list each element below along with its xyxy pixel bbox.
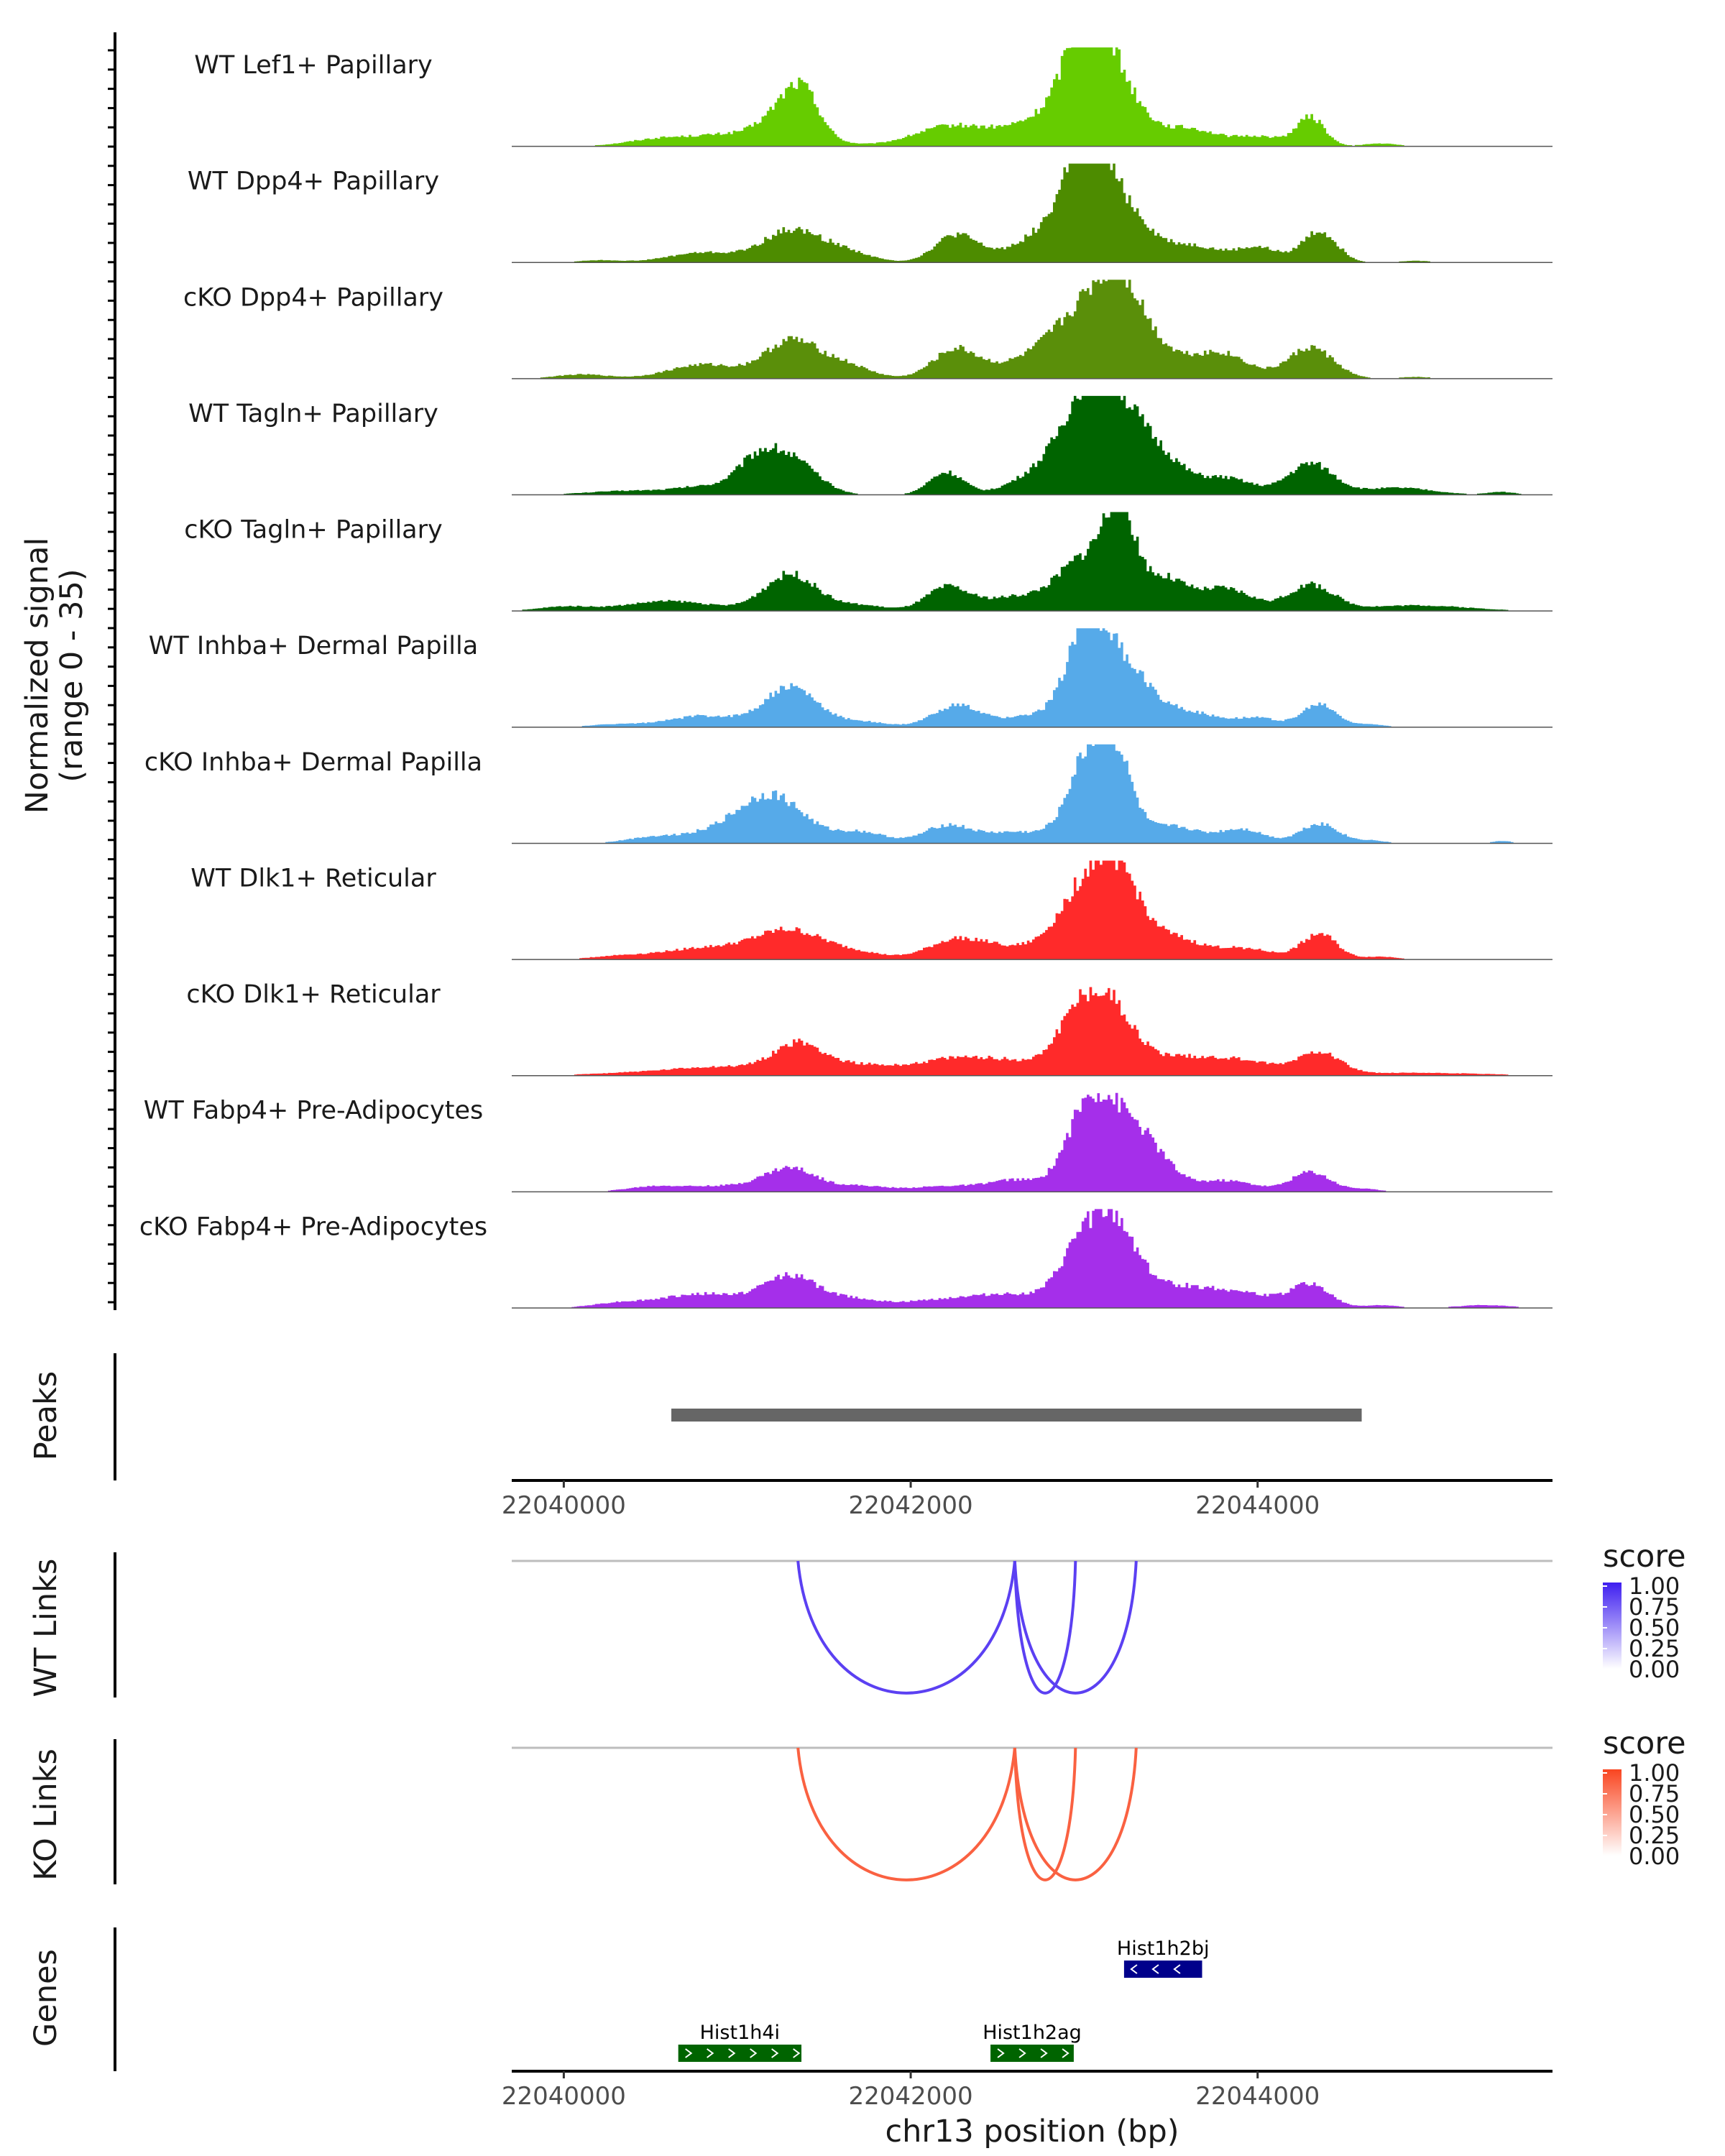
gene-strand-arrow — [771, 2048, 779, 2058]
gene-strand-arrow — [1151, 1964, 1159, 1974]
coverage-area — [512, 395, 1552, 495]
coverage-area — [512, 1209, 1552, 1308]
gene-strand-arrow — [707, 2048, 714, 2058]
middle-x-tick-label: 22040000 — [502, 1491, 626, 1520]
coverage-track-6: cKO Inhba+ Dermal Papilla — [144, 744, 1552, 844]
legend-tick-label: 1.00 — [1629, 1572, 1680, 1600]
gene-strand-arrow — [1130, 1964, 1138, 1974]
legend-colorbar — [1603, 1769, 1622, 1856]
wt-links-track — [512, 1560, 1552, 1695]
coverage-track-8: cKO Dlk1+ Reticular — [186, 980, 1552, 1077]
link-arc — [1013, 1747, 1138, 1881]
coverage-track-label: cKO Inhba+ Dermal Papilla — [144, 748, 482, 777]
bottom-x-tick-label: 22044000 — [1195, 2082, 1320, 2111]
legend-tick-label: 0.50 — [1629, 1801, 1680, 1828]
middle-x-tick-label: 22044000 — [1195, 1491, 1320, 1520]
legend-tick-label: 0.75 — [1629, 1780, 1680, 1807]
legend-tick-label: 0.00 — [1629, 1843, 1680, 1870]
coverage-area — [512, 280, 1552, 379]
legend-tick-label: 0.25 — [1629, 1635, 1680, 1662]
bottom-x-tick-label: 22040000 — [502, 2082, 626, 2111]
middle-x-ticks: 22040000 22042000 22044000 — [502, 1480, 1320, 1520]
coverage-track-10: cKO Fabp4+ Pre-Adipocytes — [139, 1209, 1552, 1309]
gene-label: Hist1h2ag — [983, 2022, 1082, 2044]
coverage-track-label: WT Lef1+ Papillary — [194, 51, 433, 80]
genes-track: Hist1h2bj Hist1h4i Hist1h2ag — [678, 1938, 1210, 2062]
coverage-track-5: WT Inhba+ Dermal Papilla — [149, 628, 1552, 728]
link-arc — [1013, 1560, 1138, 1695]
coverage-track-3: WT Tagln+ Papillary — [188, 395, 1552, 496]
legend-tick-label: 1.00 — [1629, 1759, 1680, 1787]
gene-label: Hist1h2bj — [1117, 1938, 1210, 1960]
coverage-area — [512, 860, 1552, 960]
gene-strand-arrow — [750, 2048, 758, 2058]
gene-strand-arrow — [997, 2048, 1005, 2058]
coverage-track-label: WT Tagln+ Papillary — [188, 400, 438, 428]
legend-tick-label: 0.75 — [1629, 1593, 1680, 1621]
gene-strand-arrow — [793, 2048, 801, 2058]
coverage-area — [512, 628, 1552, 727]
legend-tick-label: 0.50 — [1629, 1614, 1680, 1641]
ko-links-label: KO Links — [28, 1749, 64, 1881]
bottom-x-ticks: 22040000 22042000 22044000 — [502, 2071, 1320, 2111]
coverage-area — [512, 744, 1552, 844]
coverage-track-label: WT Dlk1+ Reticular — [190, 864, 436, 893]
gene-strand-arrow — [1040, 2048, 1048, 2058]
coverage-track-4: cKO Tagln+ Papillary — [184, 512, 1552, 612]
coverage-track-label: WT Inhba+ Dermal Papilla — [149, 632, 478, 660]
legend-colorbar — [1603, 1583, 1622, 1669]
coverage-area — [512, 47, 1552, 147]
middle-x-tick-label: 22042000 — [849, 1491, 973, 1520]
legend-title: score — [1603, 1726, 1686, 1761]
coverage-track-label: WT Dpp4+ Papillary — [188, 167, 439, 196]
peaks-ranges — [671, 1409, 1362, 1422]
peak-range — [671, 1409, 1362, 1422]
coverage-track-7: WT Dlk1+ Reticular — [190, 860, 1552, 960]
legend-title: score — [1603, 1539, 1686, 1575]
ko-links-track — [512, 1746, 1552, 1881]
gene-strand-arrow — [728, 2048, 736, 2058]
gene-strand-arrow — [1173, 1964, 1181, 1974]
gene-strand-arrow — [1062, 2048, 1070, 2058]
link-arc — [1013, 1560, 1077, 1695]
coverage-track-9: WT Fabp4+ Pre-Adipocytes — [144, 1092, 1552, 1193]
coverage-area — [512, 1092, 1552, 1192]
legend-tick-label: 0.00 — [1629, 1656, 1680, 1683]
coverage-axis-range: (range 0 - 35) — [54, 568, 90, 782]
coverage-track-label: cKO Dpp4+ Papillary — [183, 283, 443, 312]
coverage-area — [512, 987, 1552, 1076]
coverage-axis-title: Normalized signal — [19, 538, 55, 814]
link-arc — [796, 1560, 1016, 1695]
coverage-track-0: WT Lef1+ Papillary — [194, 47, 1552, 147]
coverage-area — [512, 512, 1552, 612]
x-axis-title: chr13 position (bp) — [885, 2114, 1179, 2150]
coverage-track-label: cKO Fabp4+ Pre-Adipocytes — [139, 1212, 487, 1241]
coverage-tracks: WT Lef1+ Papillary WT Dpp4+ Papillary cKO … — [139, 47, 1552, 1309]
coverage-track-2: cKO Dpp4+ Papillary — [183, 280, 1552, 379]
gene-label: Hist1h4i — [700, 2022, 780, 2044]
gene-body — [1123, 1961, 1202, 1978]
coverage-area — [512, 163, 1552, 263]
gene-strand-arrow — [1018, 2048, 1026, 2058]
genes-track-label: Genes — [28, 1949, 64, 2047]
gene-body — [678, 2045, 802, 2062]
legend-tick-label: 0.25 — [1629, 1822, 1680, 1849]
coverage-track-label: cKO Dlk1+ Reticular — [186, 980, 441, 1009]
link-arc — [1013, 1747, 1077, 1881]
coverage-track-label: cKO Tagln+ Papillary — [184, 516, 443, 545]
peaks-track-label: Peaks — [28, 1371, 64, 1461]
bottom-x-tick-label: 22042000 — [849, 2082, 973, 2111]
coverage-track-1: WT Dpp4+ Papillary — [188, 163, 1552, 264]
link-arc — [796, 1747, 1016, 1881]
coverage-track-label: WT Fabp4+ Pre-Adipocytes — [144, 1097, 483, 1125]
wt-links-label: WT Links — [28, 1559, 64, 1697]
coverage-y-ticks — [108, 49, 115, 1304]
gene-strand-arrow — [685, 2048, 693, 2058]
